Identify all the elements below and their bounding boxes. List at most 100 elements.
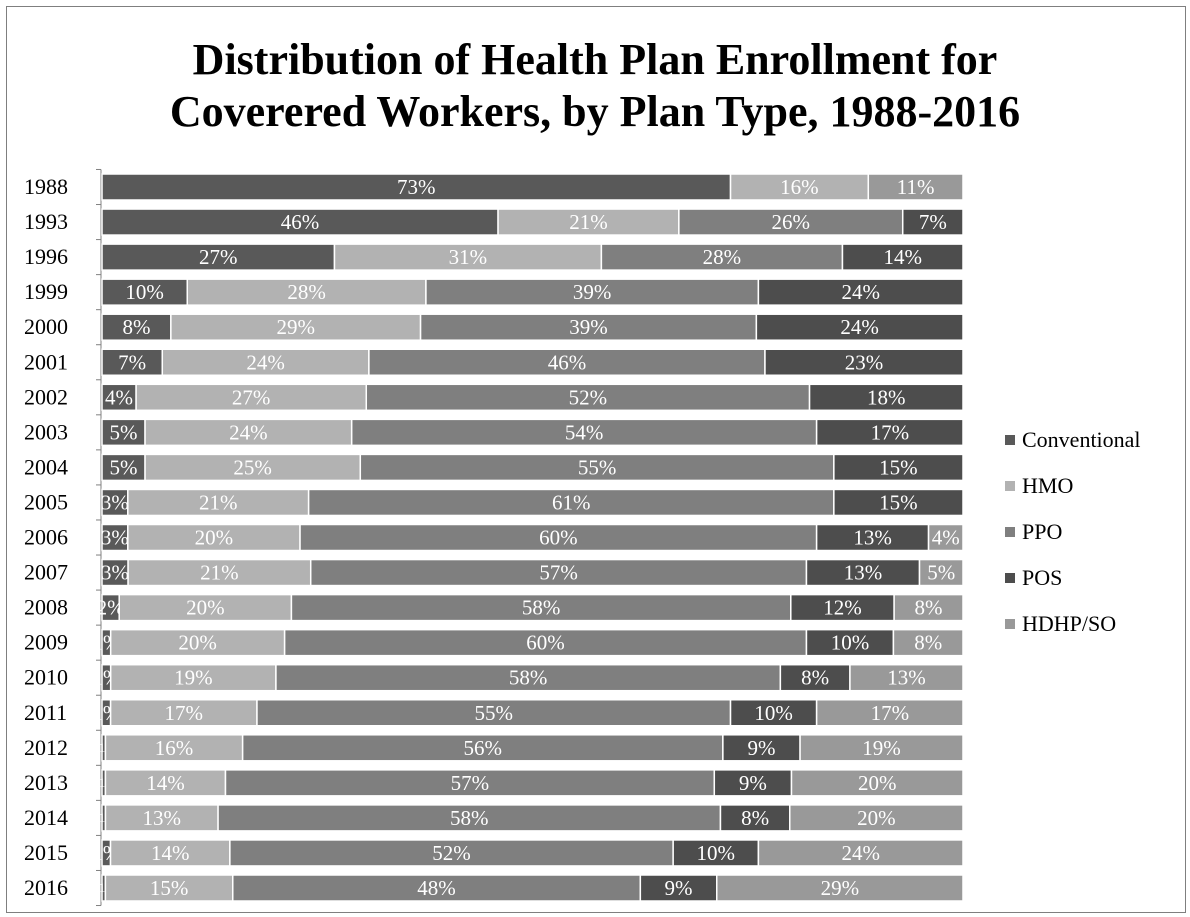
y-tick-label: 2011 [24, 700, 67, 725]
data-label: 8% [914, 631, 942, 655]
data-label: 24% [841, 280, 880, 304]
bar-pos [841, 243, 964, 271]
bar-hmo [118, 593, 293, 622]
data-label: 28% [287, 280, 326, 304]
chart-title-line-1: Distribution of Health Plan Enrollment f… [192, 35, 998, 84]
bar-conventional [101, 558, 129, 587]
data-label: 13% [844, 561, 883, 585]
data-label: 5% [927, 561, 955, 585]
bar-pos [805, 558, 921, 587]
data-label: 55% [475, 701, 514, 725]
data-label: 39% [569, 315, 608, 339]
legend-swatch [1005, 619, 1015, 629]
data-label: 13% [887, 666, 926, 690]
data-label: 15% [879, 490, 918, 514]
data-label: 13% [143, 806, 182, 830]
bar-conventional [101, 243, 336, 271]
bar-pos [790, 593, 895, 622]
bar-pos [808, 383, 964, 412]
y-tick-label: 2001 [24, 349, 68, 374]
bar-hmo [127, 558, 312, 587]
y-tick-label: 2016 [24, 875, 68, 900]
data-label: 10% [831, 631, 870, 655]
bar-conventional [101, 418, 146, 447]
data-label: 57% [539, 561, 578, 585]
bar-ppo [350, 418, 818, 447]
data-label: 3% [101, 526, 129, 550]
bar-hmo [104, 804, 219, 832]
chart-title-line-2: Coverered Workers, by Plan Type, 1988-20… [169, 87, 1021, 136]
bar-pos [805, 628, 895, 657]
data-label: 57% [451, 771, 490, 795]
bar-ppo [419, 313, 758, 341]
data-label: 9% [665, 876, 693, 900]
data-label: 20% [858, 771, 897, 795]
data-label: 10% [125, 280, 164, 304]
bar-hmo [104, 734, 244, 762]
bar-pos [639, 874, 718, 902]
bar-hdhp-so [790, 769, 964, 797]
data-label: 18% [867, 385, 906, 409]
data-label: 19% [862, 736, 901, 760]
y-tick-label: 2008 [24, 595, 68, 620]
data-label: 21% [569, 210, 608, 234]
y-tick-label: 2010 [24, 665, 68, 690]
data-label: 54% [565, 420, 604, 444]
bar-hdhp-so [789, 804, 964, 832]
data-label: 26% [772, 210, 811, 234]
bar-pos [901, 208, 964, 236]
data-label: 16% [780, 175, 819, 199]
data-label: 16% [155, 736, 194, 760]
data-label: 60% [539, 526, 578, 550]
bar-ppo [290, 593, 792, 622]
bar-conventional [101, 488, 129, 517]
data-label: 24% [841, 841, 880, 865]
data-label: 73% [397, 175, 436, 199]
data-label: 14% [146, 771, 185, 795]
data-label: 10% [754, 701, 793, 725]
bar-hdhp-so [849, 663, 964, 692]
data-label: 27% [232, 385, 271, 409]
bar-pos [722, 734, 801, 762]
data-label: 58% [509, 666, 548, 690]
bar-pos [833, 488, 964, 517]
data-label: 8% [741, 806, 769, 830]
bar-conventional [101, 453, 146, 482]
legend-label: Conventional [1022, 427, 1141, 452]
y-tick-label: 2000 [24, 314, 68, 339]
data-label: 31% [449, 245, 488, 269]
bar-pos [755, 313, 964, 341]
data-label: 9% [747, 736, 775, 760]
data-label: 13% [853, 526, 892, 550]
y-tick-label: 2015 [24, 840, 68, 865]
bar-hmo [109, 628, 286, 657]
data-label: 58% [450, 806, 489, 830]
data-label: 24% [246, 350, 285, 374]
bar-pos [757, 278, 964, 306]
bar-ppo [359, 453, 835, 482]
data-label: 17% [871, 701, 910, 725]
bar-hmo [170, 313, 422, 341]
data-label: 52% [432, 841, 471, 865]
data-label: 19% [174, 666, 213, 690]
data-label: 15% [150, 876, 189, 900]
data-label: 8% [915, 596, 943, 620]
bar-ppo [229, 839, 674, 867]
bar-hmo [109, 839, 231, 867]
data-label: 8% [801, 666, 829, 690]
y-tick-label: 2003 [24, 419, 68, 444]
data-label: 52% [569, 385, 608, 409]
data-label: 5% [110, 455, 138, 479]
data-label: 24% [229, 420, 268, 444]
bar-hdhp-so [799, 734, 964, 762]
bar-pos [815, 418, 964, 447]
bar-ppo [307, 488, 835, 517]
bar-hdhp-so [757, 839, 964, 867]
data-label: 25% [233, 455, 272, 479]
bar-ppo [678, 208, 904, 236]
data-label: 4% [105, 385, 133, 409]
bar-hmo [497, 208, 680, 236]
bar-pos [815, 523, 930, 552]
data-label: 10% [697, 841, 736, 865]
data-label: 60% [526, 631, 565, 655]
